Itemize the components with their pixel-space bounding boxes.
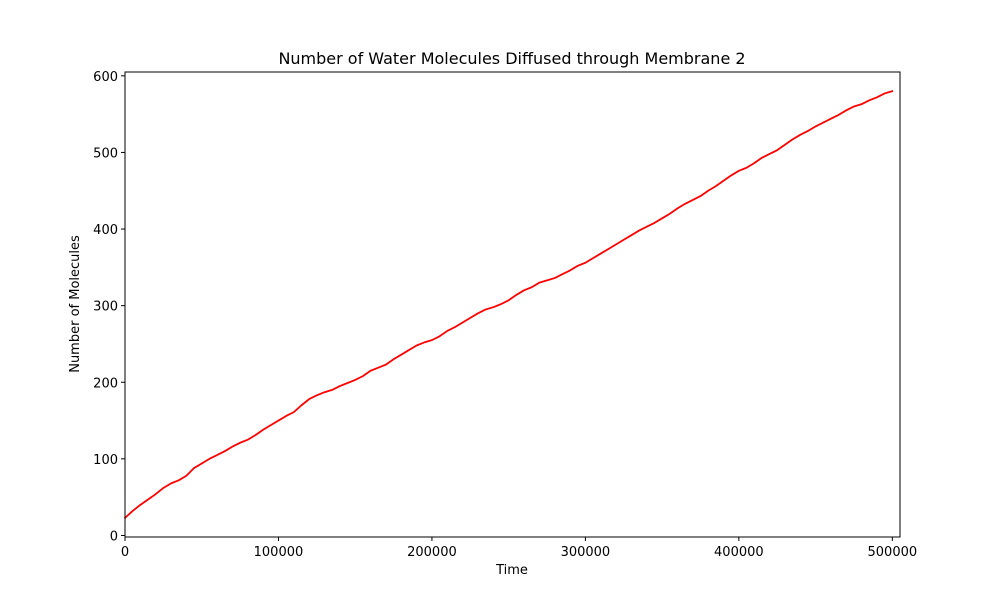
chart-title: Number of Water Molecules Diffused throu… — [278, 49, 745, 68]
y-axis: 0 100 200 300 400 500 600 — [93, 70, 125, 544]
x-axis: 0 100000 200000 300000 400000 500000 — [121, 537, 917, 560]
y-tick-label: 600 — [93, 70, 118, 85]
x-tick-label: 300000 — [561, 545, 611, 560]
y-tick-label: 0 — [110, 529, 118, 544]
plot-area — [124, 90, 894, 519]
y-axis-label: Number of Molecules — [68, 235, 83, 373]
x-tick-label: 500000 — [868, 545, 918, 560]
y-tick-label: 500 — [93, 146, 118, 161]
y-tick-label: 200 — [93, 376, 118, 391]
x-axis-label: Time — [495, 563, 528, 578]
x-tick-label: 100000 — [254, 545, 304, 560]
series-line-0 — [124, 90, 894, 519]
plot-frame — [124, 71, 901, 538]
x-tick-label: 0 — [121, 545, 129, 560]
y-tick-label: 100 — [93, 453, 118, 468]
x-tick-label: 200000 — [407, 545, 457, 560]
y-tick-label: 300 — [93, 300, 118, 315]
y-tick-label: 400 — [93, 223, 118, 238]
x-tick-label: 400000 — [714, 545, 764, 560]
